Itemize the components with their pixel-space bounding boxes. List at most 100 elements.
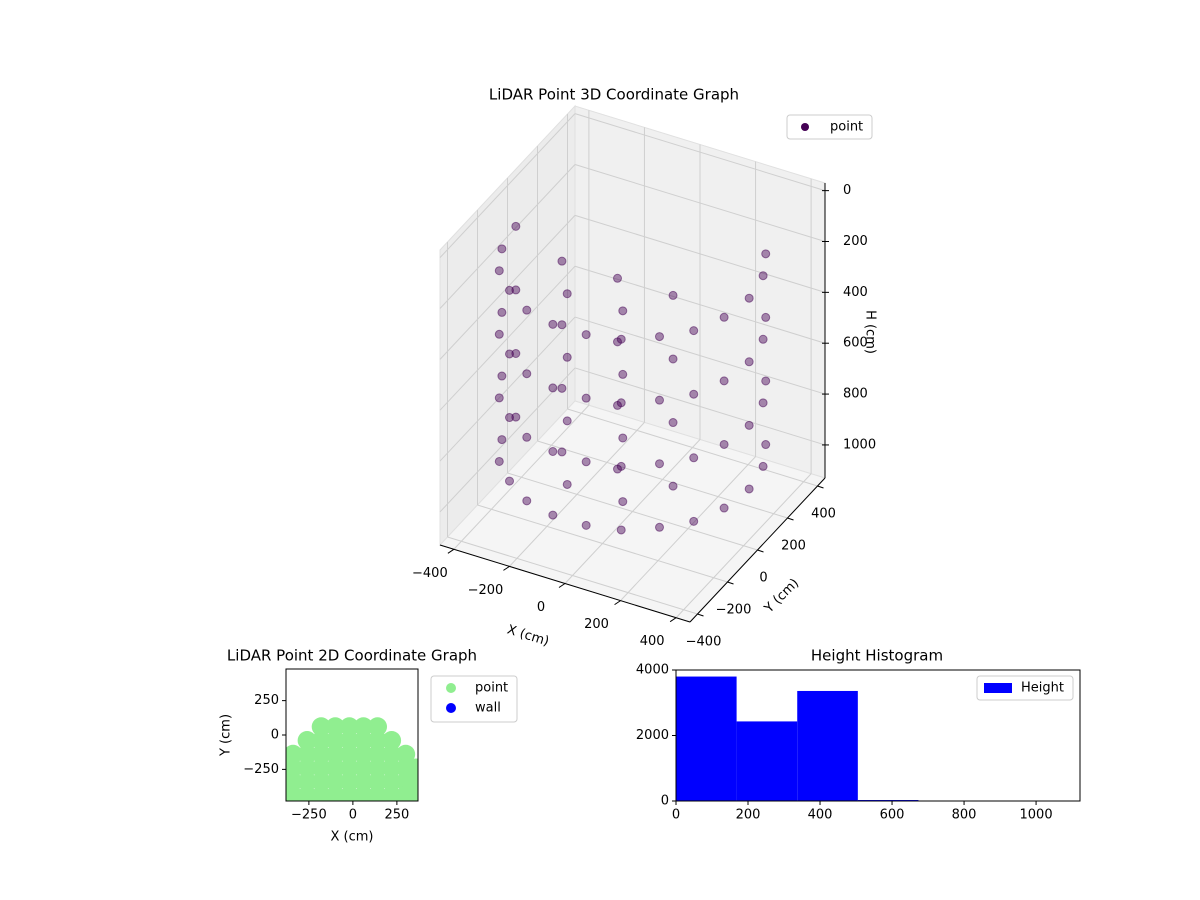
point: [719, 312, 729, 322]
point: [297, 731, 317, 750]
grid-line: [574, 214, 826, 293]
legend-label: point: [475, 681, 508, 696]
point: [497, 371, 507, 381]
point: [382, 744, 402, 764]
point: [758, 271, 768, 281]
point: [497, 244, 507, 254]
point: [339, 717, 359, 737]
z-tick-label: 600: [843, 336, 868, 351]
grid-line: [439, 164, 576, 309]
point: [758, 461, 768, 471]
point: [368, 731, 388, 750]
tick-mark: [614, 600, 621, 606]
point: [581, 330, 591, 340]
tick-mark: [817, 485, 824, 489]
point: [758, 334, 768, 344]
point: [382, 731, 402, 750]
z-tick-label: 0: [843, 183, 851, 198]
legend-marker: [446, 683, 456, 693]
grid-line: [507, 472, 758, 551]
point: [505, 285, 514, 295]
point: [613, 273, 622, 283]
point: [689, 326, 699, 336]
y-tick-label: 4000: [636, 663, 669, 678]
point: [689, 516, 699, 526]
point: [325, 772, 345, 792]
point: [494, 393, 504, 403]
y-tick-label: 250: [254, 693, 279, 708]
tick-mark: [669, 617, 677, 623]
point: [613, 400, 622, 410]
point: [557, 447, 567, 457]
tick-mark: [503, 565, 510, 571]
point: [618, 306, 628, 316]
point: [668, 481, 678, 491]
point: [368, 744, 388, 764]
legend-patch: [984, 683, 1012, 693]
legend-label: Height: [1021, 681, 1064, 696]
point: [497, 435, 507, 445]
chart-title: LiDAR Point 3D Coordinate Graph: [489, 86, 739, 104]
legend-box: [430, 675, 518, 723]
point: [613, 464, 622, 474]
point: [505, 349, 514, 359]
x-tick-label: 0: [349, 808, 357, 823]
x-tick-label: −250: [291, 808, 327, 823]
y-tick-label: 0: [271, 728, 279, 743]
point: [744, 293, 754, 303]
point: [562, 416, 572, 426]
y-tick-label: −400: [686, 635, 722, 650]
point: [618, 369, 628, 379]
point: [719, 439, 729, 449]
point: [548, 510, 558, 520]
point: [339, 731, 359, 750]
point: [511, 412, 521, 422]
point: [557, 320, 567, 330]
grid-line: [574, 316, 826, 395]
point: [325, 731, 345, 750]
grid-line: [447, 536, 698, 615]
z-axis-label: H (cm): [863, 310, 878, 354]
point: [758, 398, 768, 408]
point: [522, 369, 532, 379]
y-axis: [689, 477, 826, 623]
legend-label: wall: [475, 701, 501, 716]
point: [581, 520, 591, 530]
point: [494, 329, 504, 339]
point: [511, 221, 521, 231]
x-axis-label: X (cm): [331, 830, 374, 845]
chart-title: LiDAR Point 2D Coordinate Graph: [227, 647, 477, 665]
y-tick-label: 0: [661, 794, 669, 809]
y-tick-label: 0: [759, 571, 767, 586]
point: [655, 332, 664, 342]
point: [297, 758, 317, 778]
point: [668, 354, 678, 364]
point: [719, 376, 729, 386]
x-tick-label: −400: [412, 566, 448, 581]
point: [618, 497, 628, 507]
x-tick-label: 600: [880, 808, 905, 823]
point: [689, 389, 699, 399]
grid-line: [439, 215, 576, 360]
z-tick-label: 200: [843, 234, 868, 249]
point: [368, 717, 388, 737]
x-tick-label: 200: [736, 808, 761, 823]
tick-mark: [447, 548, 455, 554]
grid-line: [574, 367, 826, 446]
tick-mark: [787, 517, 794, 521]
point: [562, 352, 572, 362]
grid-line: [574, 164, 826, 242]
x-tick-label: 0: [672, 808, 680, 823]
point: [618, 433, 628, 443]
point: [522, 305, 532, 315]
x-tick-label: −200: [468, 583, 504, 598]
point: [557, 383, 567, 393]
point: [494, 266, 504, 276]
y-tick-label: 2000: [636, 728, 669, 743]
y-tick-label: −250: [243, 762, 279, 777]
plot-area: [286, 717, 418, 801]
point: [613, 337, 622, 347]
point: [655, 395, 664, 405]
point: [655, 522, 664, 532]
